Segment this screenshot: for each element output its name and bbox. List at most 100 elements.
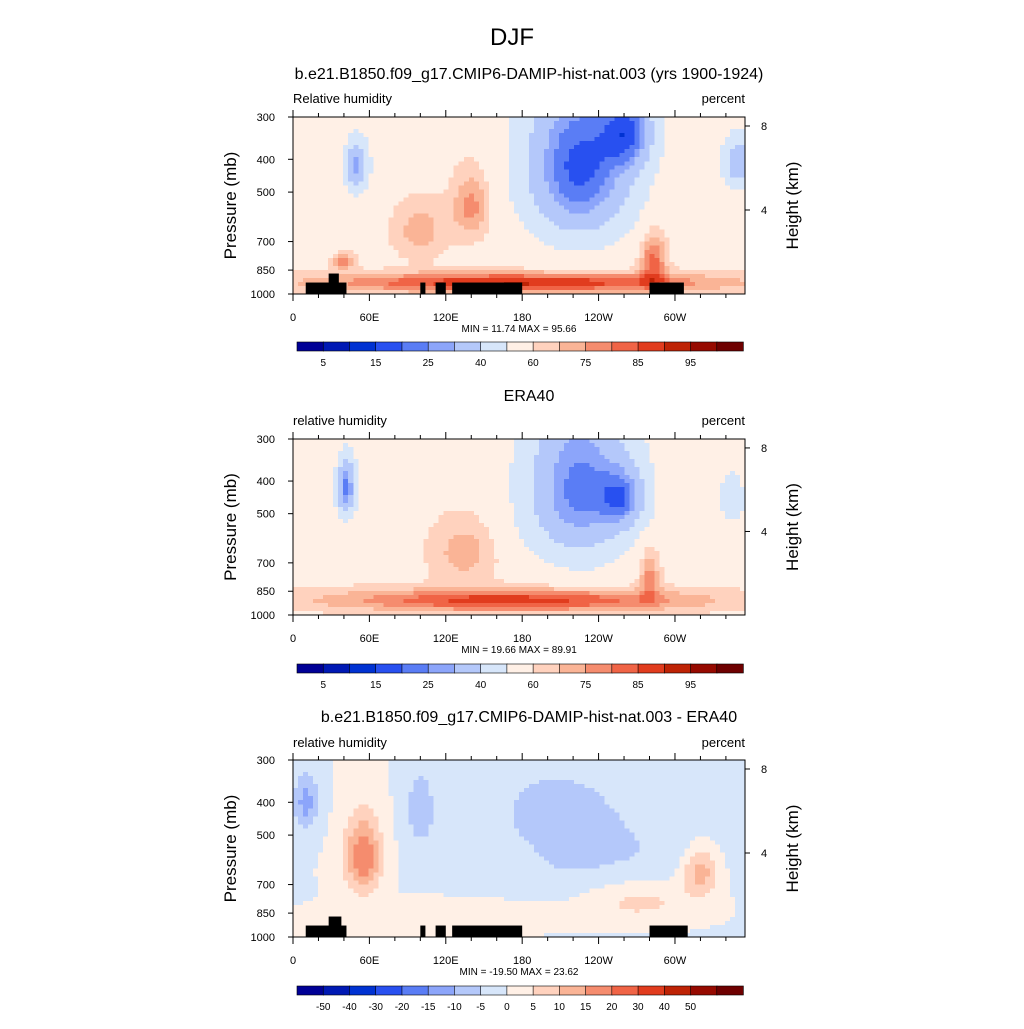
min-max-text: MIN = 19.66 MAX = 89.91 [461,645,577,656]
x-tick-label: 60E [360,633,380,645]
colorbar-swatch [533,342,560,351]
land-mask-5 [452,926,522,937]
colorbar-swatch [481,664,508,673]
colorbar-label: 85 [632,358,644,369]
colorbar-swatch [586,986,613,995]
y-tick-label: 1000 [251,289,275,301]
y-tick-label: 1000 [251,610,275,622]
colorbar-label: 85 [632,680,644,691]
y-tick-label: 850 [257,265,275,277]
y-tick-label: 700 [257,558,275,570]
colorbar-label: -50 [316,1002,331,1013]
x-tick-label: 180 [513,312,531,324]
colorbar-swatch [454,342,481,351]
colorbar-swatch [586,342,613,351]
land-mask-3 [420,283,425,294]
land-mask-2 [329,274,339,294]
colorbar-swatch [323,342,350,351]
colorbar-swatch [402,986,429,995]
height-tick-label: 4 [761,526,767,538]
panel-variable-label: Relative humidity [293,91,392,106]
colorbar-label: 5 [530,1002,536,1013]
y-tick-label: 1000 [251,932,275,944]
panel-units-label: percent [702,735,746,750]
y-tick-label: 400 [257,797,275,809]
colorbar-swatch [349,664,376,673]
colorbar-label: -20 [395,1002,410,1013]
y-axis-label-right: Height (km) [783,483,802,571]
y-tick-label: 700 [257,237,275,249]
colorbar-label: 5 [320,358,326,369]
colorbar-swatch [376,664,403,673]
colorbar-label: 30 [632,1002,644,1013]
colorbar-swatch [428,664,455,673]
land-mask-6 [650,926,688,937]
panel-title: ERA40 [504,388,555,405]
y-axis-label: Pressure (mb) [221,795,240,903]
colorbar-swatch [376,986,403,995]
colorbar-swatch [297,342,324,351]
colorbar-label: 40 [475,358,487,369]
x-tick-label: 60W [664,955,687,967]
height-tick-label: 8 [761,764,767,776]
colorbar-swatch [376,342,403,351]
colorbar-swatch [691,342,718,351]
colorbar-label: -15 [421,1002,436,1013]
colorbar-label: 20 [606,1002,618,1013]
y-tick-label: 400 [257,476,275,488]
colorbar-swatch [454,664,481,673]
panel-title: b.e21.B1850.f09_g17.CMIP6-DAMIP-hist-nat… [321,709,737,726]
colorbar-label: 40 [659,1002,671,1013]
colorbar-swatch [349,342,376,351]
land-mask-5 [452,283,522,294]
x-tick-label: 120W [584,633,613,645]
y-tick-label: 500 [257,830,275,842]
colorbar-swatch [691,986,718,995]
colorbar-label: 25 [423,358,435,369]
colorbar-label: 60 [528,358,540,369]
colorbar-swatch [481,986,508,995]
x-tick-label: 0 [290,633,296,645]
colorbar-label: 25 [423,680,435,691]
y-axis-label-right: Height (km) [783,805,802,893]
colorbar-swatch [507,986,534,995]
colorbar-swatch [664,986,691,995]
colorbar-label: 95 [685,680,697,691]
colorbar-swatch [717,986,744,995]
y-tick-label: 500 [257,509,275,521]
y-tick-label: 700 [257,880,275,892]
colorbar-swatch [349,986,376,995]
colorbar-swatch [664,342,691,351]
colorbar-label: -40 [342,1002,357,1013]
colorbar-swatch [717,342,744,351]
land-mask-6 [650,283,684,294]
colorbar-swatch [507,664,534,673]
panel-variable-label: relative humidity [293,735,387,750]
contour-field [293,439,746,616]
y-axis-label: Pressure (mb) [221,473,240,581]
figure-title: DJF [490,24,534,51]
y-tick-label: 300 [257,112,275,124]
colorbar-swatch [559,986,586,995]
y-axis-label: Pressure (mb) [221,152,240,260]
colorbar-label: -5 [476,1002,485,1013]
min-max-text: MIN = 11.74 MAX = 95.66 [462,324,577,335]
panel-units-label: percent [702,91,746,106]
colorbar-swatch [559,342,586,351]
x-tick-label: 180 [513,955,531,967]
colorbar-label: 50 [685,1002,697,1013]
panel-1: b.e21.B1850.f09_g17.CMIP6-DAMIP-hist-nat… [221,66,802,369]
height-tick-label: 8 [761,443,767,455]
panel-units-label: percent [702,413,746,428]
y-tick-label: 850 [257,586,275,598]
colorbar-label: 10 [554,1002,566,1013]
y-tick-label: 300 [257,434,275,446]
colorbar-label: 15 [370,680,382,691]
height-tick-label: 8 [761,121,767,133]
colorbar-swatch [717,664,744,673]
colorbar-swatch [612,986,639,995]
